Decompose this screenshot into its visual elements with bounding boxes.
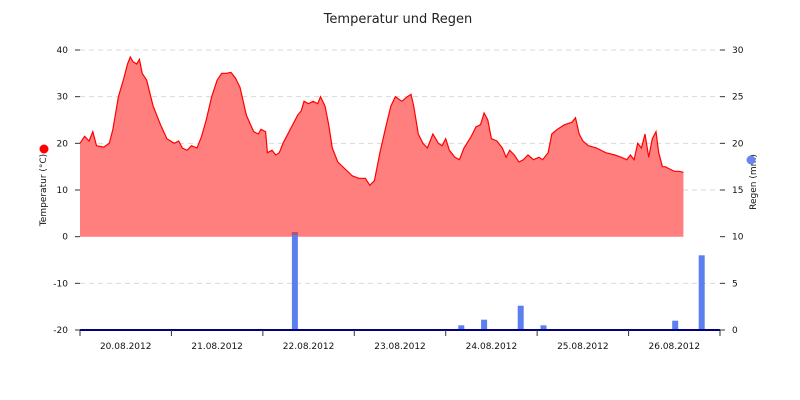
- left-tick-label: 0: [62, 233, 68, 243]
- left-tick-label: 20: [57, 139, 69, 149]
- tick-labels: 40 30 20 10 0 -10 -20 30 25 20 15 10 5 0 20.08.2012 21.…: [53, 46, 743, 352]
- x-tick-label: 22.08.2012: [283, 342, 335, 352]
- right-axis-title-group: Regen (mm): [749, 154, 759, 210]
- left-axis-title: Temperatur (°C): [39, 154, 49, 227]
- x-tick-label: 23.08.2012: [374, 342, 426, 352]
- x-tick-label: 26.08.2012: [649, 342, 701, 352]
- rain-bar: [291, 232, 298, 330]
- left-tick-label: 30: [57, 93, 69, 103]
- left-tick-label: 40: [57, 46, 69, 56]
- left-tick-label: 10: [57, 186, 69, 196]
- rain-bar-cap: [291, 232, 298, 235]
- x-tick-label: 21.08.2012: [191, 342, 243, 352]
- axes: [75, 49, 725, 336]
- x-tick-label: 25.08.2012: [557, 342, 609, 352]
- rain-bar: [481, 319, 488, 330]
- rain-bar: [540, 325, 547, 330]
- rain-bar: [698, 255, 705, 330]
- right-tick-label: 15: [732, 186, 743, 196]
- x-tick-label: 24.08.2012: [466, 342, 518, 352]
- left-tick-label: -20: [53, 326, 68, 336]
- rain-bar: [517, 305, 524, 330]
- x-tick-label: 20.08.2012: [100, 342, 152, 352]
- rain-series: [291, 232, 705, 330]
- right-tick-label: 10: [732, 233, 744, 243]
- left-axis-title-group: Temperatur (°C): [39, 154, 49, 227]
- temperature-line: [79, 55, 684, 187]
- temperature-series: [79, 55, 684, 237]
- left-tick-label: -10: [53, 279, 68, 289]
- right-tick-label: 20: [732, 139, 744, 149]
- right-tick-label: 30: [732, 46, 744, 56]
- temperature-legend-marker: [39, 144, 49, 154]
- rain-bar: [458, 325, 465, 330]
- chart-title: Temperatur und Regen: [323, 12, 473, 27]
- right-axis-title: Regen (mm): [749, 154, 759, 210]
- rain-legend-marker: [746, 155, 756, 165]
- right-tick-label: 25: [732, 93, 743, 103]
- right-tick-label: 5: [732, 279, 738, 289]
- right-tick-label: 0: [732, 326, 738, 336]
- rain-bar: [672, 320, 679, 330]
